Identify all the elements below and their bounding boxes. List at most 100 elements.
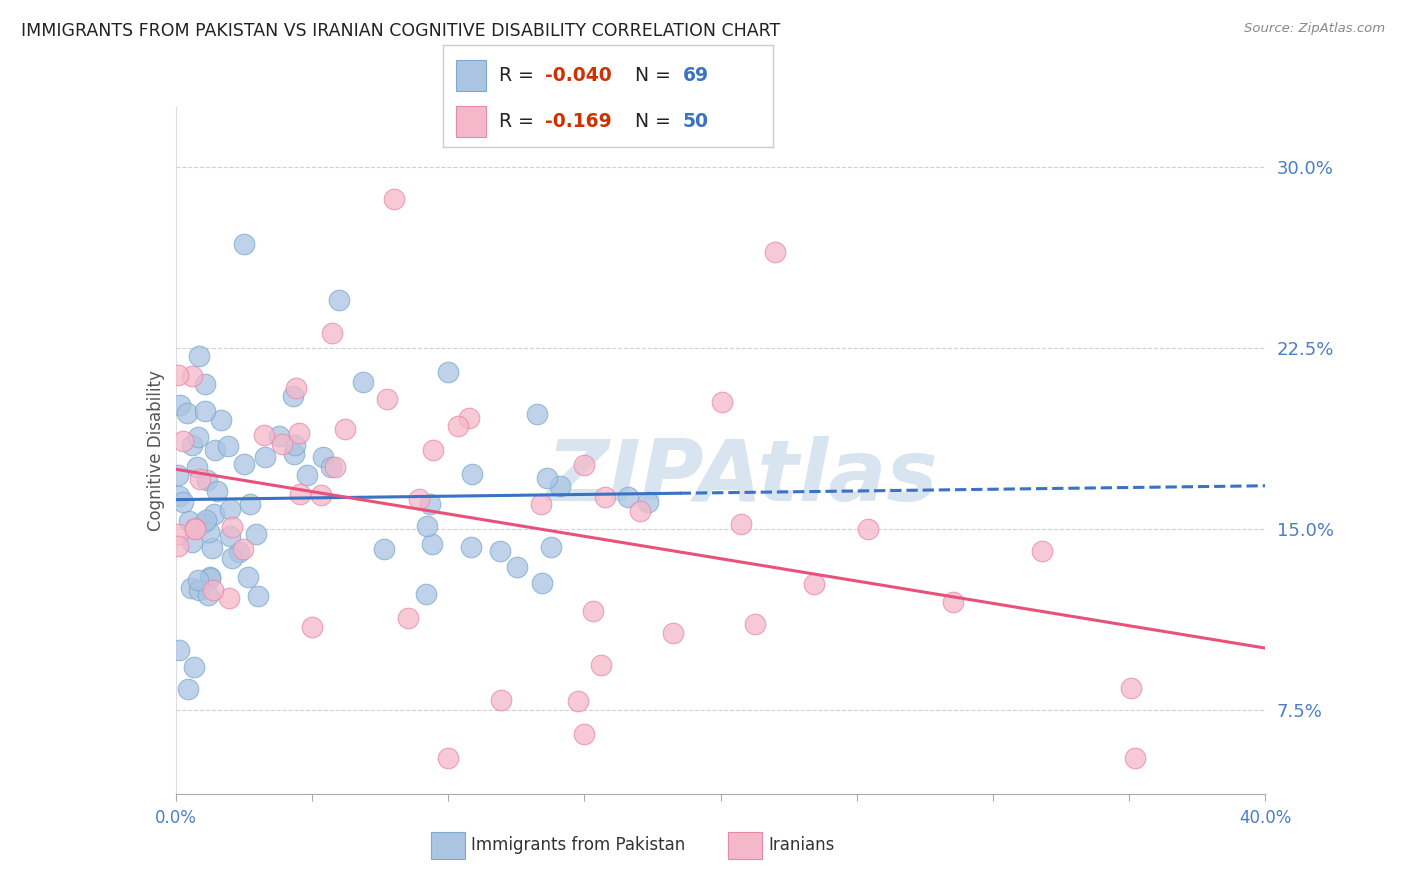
Point [375,392,398,407]
Point [382,192,405,206]
Point [744,616,766,631]
Point [505,560,527,574]
Point [217,439,239,453]
Point [201,582,224,597]
Point [239,497,262,511]
Point [540,540,562,554]
Point [187,349,209,363]
Point [1123,750,1146,764]
Point [312,450,335,464]
Point [437,750,460,764]
Point [245,527,267,541]
Point [290,487,312,501]
Point [194,513,217,527]
Point [328,293,350,307]
Point [187,573,209,587]
Point [803,577,825,591]
Point [198,524,221,539]
Point [572,458,595,472]
Point [447,419,470,434]
Point [1121,681,1143,696]
Point [167,467,190,482]
Point [204,442,226,457]
Point [201,541,224,556]
Point [488,544,510,558]
Point [617,490,640,504]
Point [188,471,211,485]
Point [288,426,311,441]
Point [1031,544,1053,558]
Point [323,460,346,475]
Point [763,244,786,259]
Point [301,620,323,634]
Bar [728,832,762,859]
Point [198,572,221,586]
Point [856,522,879,536]
Point [209,413,232,427]
Point [460,540,482,554]
Point [321,459,343,474]
Point [711,395,734,409]
Point [637,495,659,509]
Point [458,411,481,425]
Point [536,471,558,485]
Point [333,422,356,436]
Point [197,588,219,602]
Point [221,519,243,533]
Text: 50: 50 [682,112,709,131]
Text: Iranians: Iranians [768,836,834,855]
Point [195,473,218,487]
Point [285,381,308,395]
Point [228,544,250,558]
Point [942,595,965,609]
Bar [456,60,486,91]
Point [352,375,374,389]
Point [169,398,191,412]
Point [232,457,254,471]
Point [232,542,254,557]
Point [595,490,617,504]
Point [396,611,419,625]
Point [202,507,225,521]
Point [193,516,215,531]
Point [177,514,200,528]
Point [420,537,443,551]
Point [271,437,294,451]
Point [283,447,305,461]
Point [661,626,683,640]
Point [169,490,191,504]
Point [219,528,242,542]
Bar [430,832,465,859]
Point [530,576,553,591]
Point [730,517,752,532]
Point [253,427,276,442]
Point [530,497,553,511]
Point [184,521,207,535]
Text: Source: ZipAtlas.com: Source: ZipAtlas.com [1244,22,1385,36]
Point [207,483,229,498]
Point [284,438,307,452]
Y-axis label: Cognitive Disability: Cognitive Disability [146,370,165,531]
Point [437,365,460,379]
Point [194,376,217,391]
Point [176,406,198,420]
Point [167,539,190,553]
Text: 69: 69 [682,66,709,85]
Text: ZIPAtlas: ZIPAtlas [547,436,938,519]
Point [221,551,243,566]
Point [184,521,207,535]
Point [461,467,484,481]
Point [567,693,589,707]
Point [416,518,439,533]
Text: N =: N = [623,112,676,131]
Point [194,404,217,418]
Point [172,495,194,509]
Point [309,488,332,502]
Point [550,479,572,493]
Point [218,591,240,606]
Point [283,388,305,402]
Point [180,581,202,595]
Point [419,497,441,511]
Text: IMMIGRANTS FROM PAKISTAN VS IRANIAN COGNITIVE DISABILITY CORRELATION CHART: IMMIGRANTS FROM PAKISTAN VS IRANIAN COGN… [21,22,780,40]
Text: R =: R = [499,66,540,85]
